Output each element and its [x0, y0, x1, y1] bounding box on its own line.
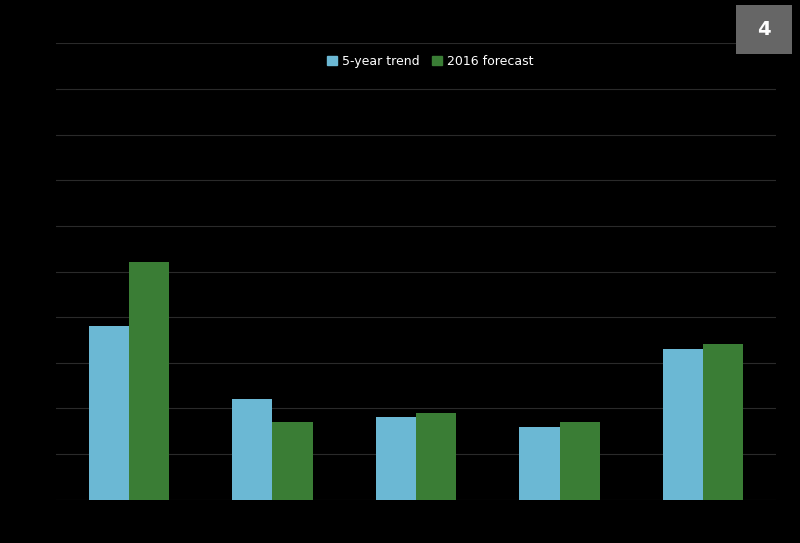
Bar: [376, 418, 416, 500]
Bar: [232, 399, 273, 500]
Bar: [663, 349, 703, 500]
Bar: [416, 413, 456, 500]
Bar: [703, 344, 743, 500]
Bar: [519, 427, 559, 500]
Bar: [129, 262, 169, 500]
Text: 4: 4: [757, 21, 771, 39]
Bar: [559, 422, 600, 500]
Bar: [89, 326, 129, 500]
Legend: 5-year trend, 2016 forecast: 5-year trend, 2016 forecast: [322, 50, 538, 73]
Bar: [273, 422, 313, 500]
